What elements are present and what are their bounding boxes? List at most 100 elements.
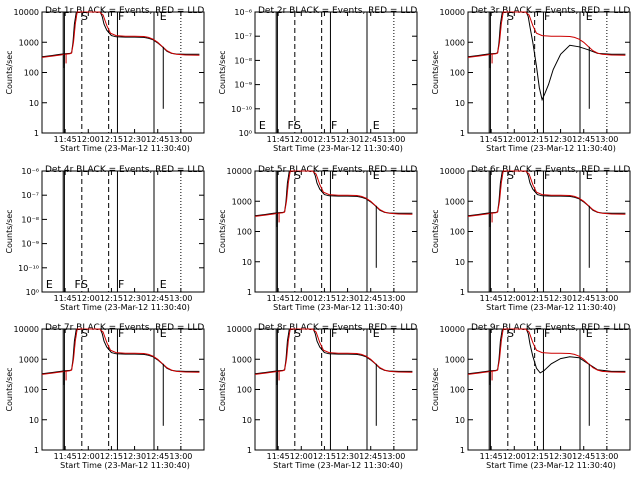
lld-series-line <box>41 11 200 58</box>
y-tick-label: 1 <box>460 129 465 138</box>
y-tick-label: 10000 <box>440 167 465 176</box>
y-tick-label: 10⁻⁶ <box>234 8 252 17</box>
panel-title: Det 7r BLACK = Events, RED = LLD <box>45 323 204 333</box>
x-tick-label: 12:30 <box>123 452 146 461</box>
panel-title: Det 3r BLACK = Events, RED = LLD <box>471 6 630 16</box>
y-tick-label: 10⁻¹⁰ <box>18 264 39 273</box>
marker-letter: F <box>544 327 550 340</box>
y-tick-label: 1 <box>247 446 252 455</box>
x-tick-label: 12:15 <box>100 294 123 303</box>
marker-letter: F <box>544 169 550 182</box>
x-tick-label: 12:30 <box>123 294 146 303</box>
x-tick-label: 12:45 <box>359 452 382 461</box>
y-tick-label: 10 <box>29 99 39 108</box>
plot-frame <box>467 11 631 134</box>
x-tick-label: 12:45 <box>146 294 169 303</box>
y-tick-label: 10000 <box>440 8 465 17</box>
y-tick-label: 100 <box>237 228 252 237</box>
y-tick-label: 10⁻⁹ <box>21 240 39 249</box>
y-tick-label: 10 <box>29 416 39 425</box>
x-tick-label: 12:45 <box>146 452 169 461</box>
y-tick-label: 10⁻⁸ <box>234 56 252 65</box>
panel-det-3: Det 3r BLACK = Events, RED = LLD Start Ti… <box>431 6 631 153</box>
panel-det-2: Det 2r BLACK = Events, RED = LLD Start Ti… <box>218 6 418 153</box>
y-tick-label: 10 <box>455 416 465 425</box>
x-tick-label: 11:45 <box>267 452 290 461</box>
x-tick-label: 13:00 <box>595 452 618 461</box>
panel-title: Det 1r BLACK = Events, RED = LLD <box>45 6 204 16</box>
marker-letter: S <box>81 278 88 291</box>
panel-det-8: Det 8r BLACK = Events, RED = LLD Start Ti… <box>218 323 418 470</box>
x-tick-label: 12:45 <box>572 452 595 461</box>
y-tick-label: 100 <box>237 386 252 395</box>
y-tick-label: 1000 <box>19 355 39 364</box>
marker-letter: E <box>586 169 593 182</box>
y-tick-label: 1000 <box>445 355 465 364</box>
y-tick-label: 100 <box>450 386 465 395</box>
x-tick-label: 12:30 <box>336 135 359 144</box>
x-axis-label: Start Time (23-Mar-12 11:30:40) <box>60 303 190 312</box>
x-tick-label: 12:15 <box>100 135 123 144</box>
plot-frame <box>254 170 418 293</box>
panel-det-9: Det 9r BLACK = Events, RED = LLD Start Ti… <box>431 323 631 470</box>
y-tick-label: 1000 <box>445 197 465 206</box>
x-tick-label: 12:15 <box>526 452 549 461</box>
x-tick-label: 12:15 <box>313 294 336 303</box>
y-axis-label: Counts/sec <box>5 367 14 411</box>
x-tick-label: 12:30 <box>336 294 359 303</box>
x-tick-label: 11:45 <box>54 135 77 144</box>
y-tick-label: 10000 <box>440 325 465 334</box>
x-tick-label: 13:00 <box>595 294 618 303</box>
x-tick-label: 13:00 <box>382 452 405 461</box>
x-tick-label: 12:15 <box>313 135 336 144</box>
y-tick-label: 100 <box>24 69 39 78</box>
lld-series-line <box>467 328 626 375</box>
x-tick-label: 13:00 <box>169 452 192 461</box>
panel-det-7: Det 7r BLACK = Events, RED = LLD Start Ti… <box>5 323 205 470</box>
x-axis-label: Start Time (23-Mar-12 11:30:40) <box>273 303 403 312</box>
x-tick-label: 13:00 <box>382 294 405 303</box>
y-axis-label: Counts/sec <box>218 209 227 253</box>
plot-frame <box>467 170 631 293</box>
x-tick-label: 12:00 <box>290 294 313 303</box>
marker-letter: S <box>507 169 514 182</box>
y-axis-label: Counts/sec <box>218 50 227 94</box>
y-tick-label: 10⁻¹⁰ <box>231 105 252 114</box>
y-tick-label: 1 <box>34 129 39 138</box>
x-tick-label: 12:30 <box>336 452 359 461</box>
marker-letter: F <box>331 327 337 340</box>
x-tick-label: 12:00 <box>503 135 526 144</box>
x-tick-label: 13:00 <box>382 135 405 144</box>
y-tick-label: 100 <box>24 386 39 395</box>
y-tick-label: 10000 <box>227 167 252 176</box>
x-tick-label: 11:45 <box>480 135 503 144</box>
x-tick-label: 12:45 <box>572 294 595 303</box>
lld-series-line <box>41 328 200 375</box>
y-tick-label: 1 <box>247 288 252 297</box>
y-tick-label: 10⁻⁹ <box>234 81 252 90</box>
marker-letter: F <box>288 119 294 132</box>
lld-series-line <box>254 170 413 217</box>
x-tick-label: 11:45 <box>267 294 290 303</box>
y-tick-label: 10000 <box>227 325 252 334</box>
x-axis-label: Start Time (23-Mar-12 11:30:40) <box>273 144 403 153</box>
panel-title: Det 8r BLACK = Events, RED = LLD <box>258 323 417 333</box>
x-tick-label: 12:30 <box>549 294 572 303</box>
y-axis-label: Counts/sec <box>431 367 440 411</box>
y-tick-label: 1000 <box>19 38 39 47</box>
marker-letter: E <box>160 278 167 291</box>
y-tick-label: 10 <box>242 416 252 425</box>
x-tick-label: 12:15 <box>526 294 549 303</box>
x-tick-label: 11:45 <box>54 452 77 461</box>
y-tick-label: 100 <box>450 228 465 237</box>
x-tick-label: 12:45 <box>572 135 595 144</box>
x-tick-label: 12:00 <box>77 135 100 144</box>
x-tick-label: 13:00 <box>169 294 192 303</box>
x-tick-label: 12:15 <box>313 452 336 461</box>
y-tick-label: 1 <box>34 446 39 455</box>
marker-letter: F <box>544 10 550 23</box>
x-tick-label: 13:00 <box>595 135 618 144</box>
x-tick-label: 11:45 <box>480 294 503 303</box>
y-axis-label: Counts/sec <box>5 50 14 94</box>
